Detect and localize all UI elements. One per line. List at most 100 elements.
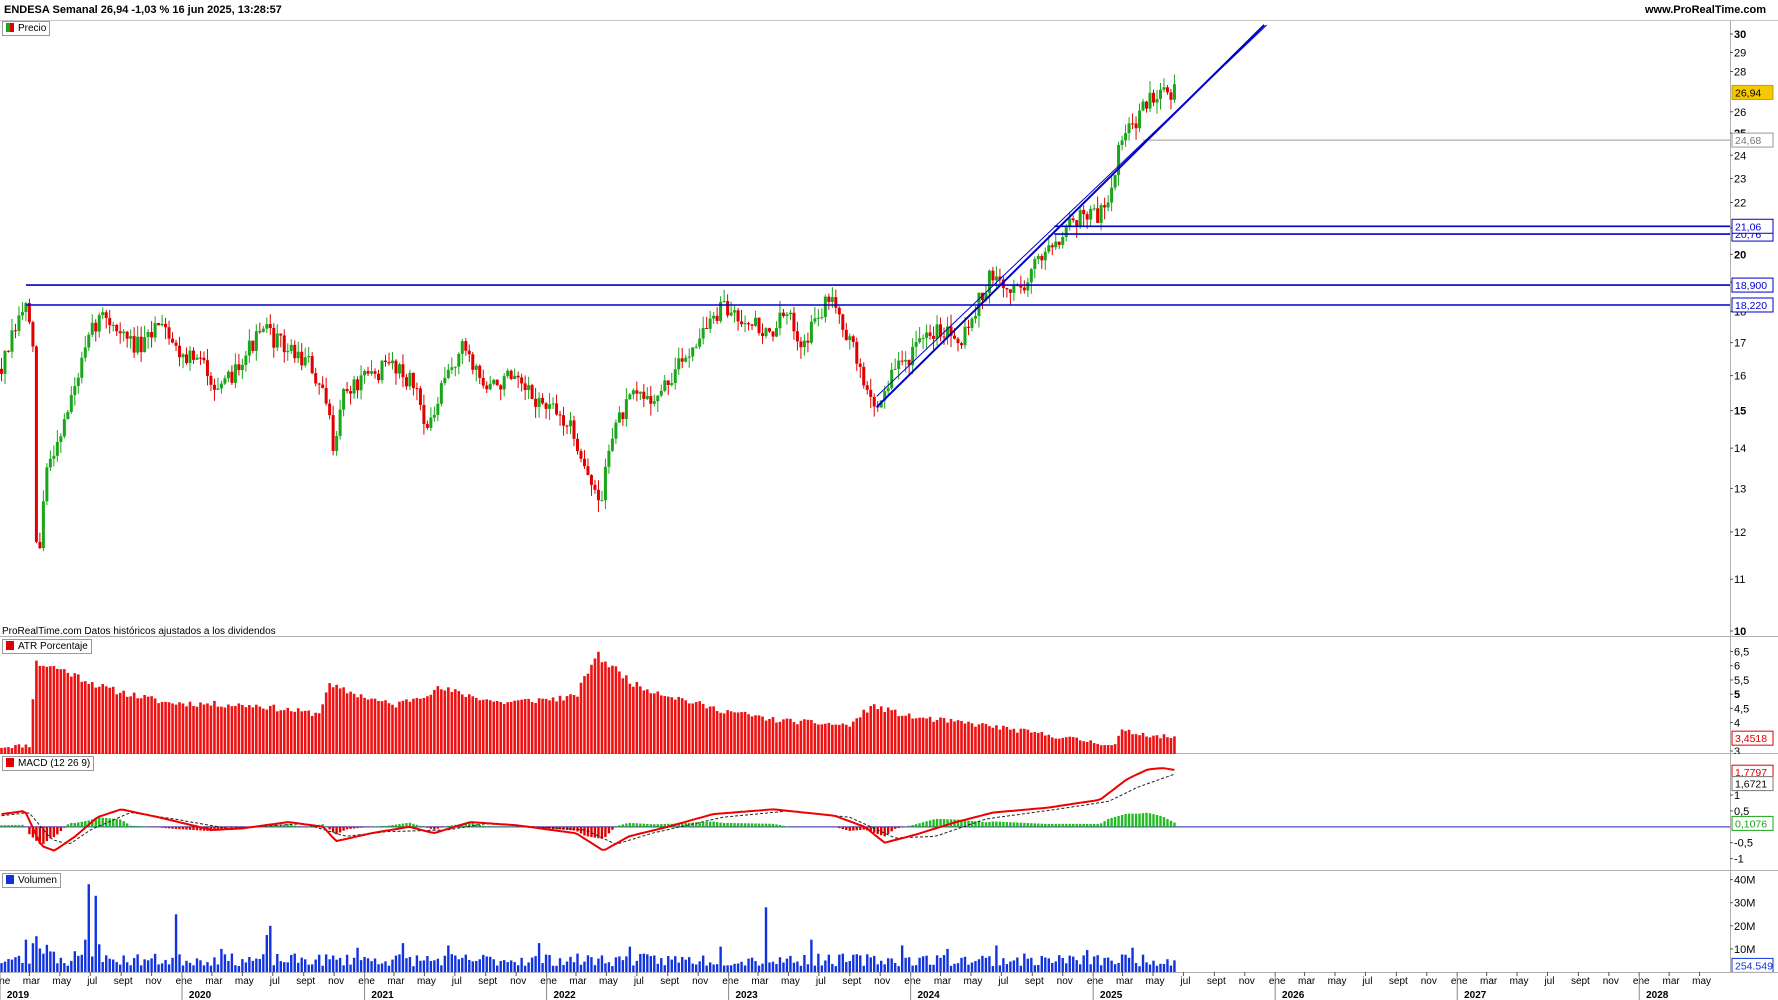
atr-bar	[433, 689, 436, 754]
atr-bar	[890, 710, 893, 754]
macd-histogram-bar	[775, 824, 778, 827]
candle-body	[1113, 175, 1117, 188]
site-url[interactable]: www.ProRealTime.com	[1644, 4, 1766, 16]
candle-body	[1012, 284, 1016, 293]
candle-body	[1026, 282, 1030, 291]
candle-body	[733, 310, 737, 313]
x-month-label: may	[1692, 976, 1711, 987]
macd-histogram-bar	[956, 819, 960, 827]
volume-bar	[977, 959, 981, 972]
volume-bar	[454, 955, 457, 972]
macd-histogram-bar	[1075, 823, 1078, 827]
y-tick-label: 3	[1734, 746, 1740, 754]
macd-histogram-bar	[855, 826, 858, 831]
volume-bar	[551, 965, 555, 972]
macd-swatch	[6, 758, 14, 767]
volume-bar	[925, 955, 928, 972]
volume-bar	[586, 955, 590, 972]
macd-histogram-bar	[321, 824, 324, 827]
atr-bar	[1054, 738, 1058, 754]
candle-body	[593, 484, 597, 490]
candle-body	[544, 403, 548, 409]
macd-histogram-bar	[345, 826, 349, 830]
macd-histogram-bar	[1134, 813, 1138, 827]
candle-body	[373, 371, 377, 374]
macd-histogram-bar	[925, 821, 928, 827]
candle-body	[729, 312, 733, 316]
candle-body	[743, 323, 747, 325]
macd-legend[interactable]: MACD (12 26 9)	[2, 756, 95, 771]
x-year-label: 2023	[735, 990, 758, 1000]
support-line-label: 18,220	[1735, 300, 1767, 312]
volume-bar	[258, 959, 262, 972]
atr-bar	[897, 716, 900, 754]
atr-bar	[722, 713, 726, 754]
y-tick-label: -1	[1734, 854, 1744, 866]
atr-bar	[893, 709, 897, 754]
macd-histogram-bar	[1082, 823, 1085, 827]
candle-body	[858, 363, 862, 367]
volume-bar	[733, 963, 736, 972]
volume-bar	[94, 895, 97, 972]
macd-histogram-bar	[667, 823, 670, 827]
volume-bar	[91, 956, 94, 972]
volume-panel[interactable]: 10M20M30M40M254.549enemarmayjulseptnoven…	[0, 871, 1778, 1000]
macd-histogram-bar	[108, 818, 111, 827]
atr-legend[interactable]: ATR Porcentaje	[2, 639, 92, 654]
volume-bar	[230, 953, 234, 972]
macd-histogram-bar	[639, 823, 642, 827]
volume-bar	[1127, 957, 1131, 972]
y-tick-label: 5	[1734, 689, 1740, 701]
macd-histogram-bar	[415, 824, 419, 827]
candle-body	[1005, 288, 1009, 290]
volume-bar	[265, 935, 269, 972]
atr-bar	[625, 675, 628, 754]
atr-bar	[363, 697, 366, 754]
macd-histogram-bar	[604, 826, 607, 837]
macd-histogram-bar	[478, 824, 481, 827]
atr-panel[interactable]: 3 4 4,5 5 5,5 6 6,5 3,4518	[0, 637, 1778, 754]
atr-bar	[611, 665, 614, 754]
candle-body	[1162, 87, 1166, 90]
candle-body	[575, 438, 579, 452]
candle-body	[624, 399, 628, 419]
macd-histogram-bar	[419, 825, 422, 827]
macd-histogram-bar	[230, 826, 234, 828]
volume-bar	[810, 939, 813, 972]
candle-body	[932, 335, 936, 339]
macd-histogram-bar	[363, 826, 366, 828]
last-price-label-box	[1731, 84, 1774, 100]
candle-body	[740, 321, 744, 325]
volume-bar	[286, 962, 289, 972]
candle-body	[970, 318, 974, 328]
atr-bar	[925, 718, 928, 754]
price-panel[interactable]: 1011121314151617181920212223242526282930…	[0, 20, 1778, 637]
macd-histogram-bar	[607, 826, 611, 834]
atr-bar	[1134, 734, 1138, 754]
candle-body	[953, 335, 957, 339]
volume-legend[interactable]: Volumen	[2, 873, 61, 888]
volume-bar	[482, 954, 485, 972]
atr-bar	[1117, 735, 1120, 754]
macd-histogram-bar	[642, 823, 646, 827]
candle-body	[261, 328, 265, 332]
atr-bar	[757, 715, 761, 754]
y-tick-label: 0,5	[1734, 806, 1749, 818]
candle-body	[1117, 144, 1121, 176]
x-month-label: mar	[569, 976, 587, 987]
candle-body	[747, 323, 751, 325]
atr-bar	[1173, 736, 1176, 754]
volume-bar	[485, 956, 488, 972]
atr-bar	[771, 717, 775, 754]
volume-bar	[667, 956, 670, 972]
x-month-label: sept	[296, 976, 315, 987]
macd-histogram-bar	[118, 819, 122, 827]
volume-bar	[761, 963, 764, 972]
x-month-label: may	[964, 976, 983, 987]
volume-bar	[276, 953, 279, 972]
candle-body	[705, 328, 709, 330]
macd-histogram-bar	[429, 826, 433, 829]
atr-bar	[520, 699, 523, 754]
price-legend[interactable]: Precio	[2, 21, 51, 36]
